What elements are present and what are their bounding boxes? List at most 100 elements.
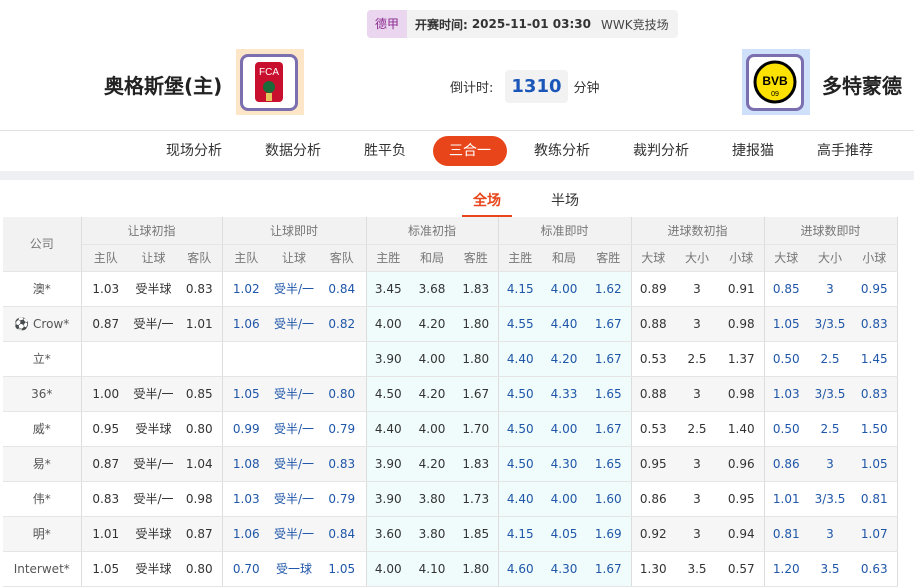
nav-tab[interactable]: 教练分析 [534,143,590,159]
odds-cell: 1.67 [586,411,632,447]
odds-cell [81,341,130,377]
analysis-nav: 现场分析 数据分析 胜平负 三合一 教练分析 裁判分析 捷报猫 高手推荐 [150,136,900,166]
odds-cell: 1.69 [586,516,632,552]
odds-cell: 4.00 [410,341,454,377]
company-cell: 伟* [3,481,82,517]
table-row[interactable]: 立* 3.90 4.00 1.80 4.40 4.20 1.67 0.53 2.5 1.37 0.5… [3,341,898,377]
odds-cell: 0.80 [177,551,223,587]
odds-cell: 0.80 [177,411,223,447]
odds-cell: 0.83 [852,306,898,342]
odds-cell [270,341,318,377]
venue: WWK竞技场 [600,17,669,32]
odds-cell: 0.83 [852,376,898,412]
odds-cell: 0.84 [318,271,367,307]
odds-cell: 3 [675,271,719,307]
nav-tab[interactable]: 高手推荐 [817,143,873,159]
odds-cell: 3 [675,376,719,412]
odds-cell: 受半/一 [130,306,177,342]
odds-cell: 3 [675,481,719,517]
odds-cell: 1.08 [222,446,270,482]
period-tab[interactable]: 全场 [462,190,512,217]
odds-cell: 1.02 [222,271,270,307]
nav-tab[interactable]: 捷报猫 [732,143,774,159]
odds-cell: 1.05 [81,551,130,587]
home-team-logo[interactable]: FCA [236,49,304,115]
sub-header: 小球 [719,244,765,272]
odds-cell: 2.5 [675,341,719,377]
odds-cell: 0.86 [764,446,808,482]
odds-cell: 0.85 [177,376,223,412]
odds-cell: 0.86 [631,481,675,517]
odds-cell: 3 [808,271,852,307]
odds-cell: 0.98 [719,376,765,412]
odds-cell: 受半/一 [270,411,318,447]
odds-cell: 受半/一 [270,376,318,412]
odds-cell: 1.03 [764,376,808,412]
odds-cell: 0.98 [719,306,765,342]
league-badge[interactable]: 德甲 [367,10,408,38]
table-row[interactable]: 伟* 0.83 受半/一 0.98 1.03 受半/一 0.79 3.90 3.80 1.73 4.… [3,481,898,517]
away-team-logo[interactable]: BVB 09 [742,49,810,115]
odds-cell: 0.81 [764,516,808,552]
odds-cell: 0.83 [318,446,367,482]
odds-cell: 受半/一 [270,516,318,552]
sub-header: 主胜 [366,244,410,272]
sub-header: 客胜 [454,244,499,272]
table-row[interactable]: 明* 1.01 受半球 0.87 1.06 受半/一 0.84 3.60 3.80 1.85 4.1… [3,516,898,552]
odds-cell: 1.73 [454,481,499,517]
nav-tab[interactable]: 裁判分析 [633,143,689,159]
company-name: 36* [31,386,53,401]
nav-tab[interactable]: 数据分析 [265,143,321,159]
nav-tab[interactable]: 现场分析 [166,143,222,159]
odds-cell: 1.01 [764,481,808,517]
odds-cell: 3/3.5 [808,306,852,342]
table-row[interactable]: 澳* 1.03 受半球 0.83 1.02 受半/一 0.84 3.45 3.68 1.83 4.1… [3,271,898,307]
period-tab[interactable]: 半场 [551,193,579,209]
away-team-name[interactable]: 多特蒙德 [822,74,902,98]
odds-cell: 1.04 [177,446,223,482]
odds-cell: 1.80 [454,341,499,377]
odds-cell: 0.99 [222,411,270,447]
home-team-name[interactable]: 奥格斯堡(主) [104,74,223,98]
countdown-label: 倒计时: [450,81,494,96]
odds-cell: 1.83 [454,446,499,482]
company-name: 伟* [32,492,51,506]
table-row[interactable]: 易* 0.87 受半/一 1.04 1.08 受半/一 0.83 3.90 4.20 1.83 4.… [3,446,898,482]
company-header: 公司 [3,217,82,272]
odds-cell: 4.20 [542,341,586,377]
odds-cell: 0.92 [631,516,675,552]
odds-cell: 1.65 [586,376,632,412]
odds-cell: 受半/一 [130,481,177,517]
sub-header: 大小 [675,244,719,272]
table-row[interactable]: 威* 0.95 受半球 0.80 0.99 受半/一 0.79 4.40 4.00 1.70 4.5… [3,411,898,447]
table-row[interactable]: Interwet* 1.05 受半球 0.80 0.70 受一球 1.05 4.00 4.10 1… [3,551,898,587]
nav-tab[interactable]: 三合一 [433,136,507,166]
odds-cell: 4.00 [542,481,586,517]
odds-cell: 0.98 [177,481,223,517]
odds-cell: 1.80 [454,306,499,342]
odds-cell: 4.15 [498,271,542,307]
odds-cell [177,341,223,377]
company-name: 澳* [32,282,51,296]
company-cell: ⚽ Crow* [3,306,82,342]
odds-cell: 3/3.5 [808,481,852,517]
period-tabs: 全场 半场 [462,190,618,217]
odds-cell: 受半/一 [270,481,318,517]
odds-cell: 1.60 [586,481,632,517]
table-row[interactable]: ⚽ Crow* 0.87 受半/一 1.01 1.06 受半/一 0.82 4.00 4.20 1… [3,306,898,342]
odds-cell: 1.67 [586,306,632,342]
odds-cell: 受半/一 [130,376,177,412]
odds-cell: 0.87 [81,306,130,342]
odds-cell: 0.63 [852,551,898,587]
odds-cell: 1.05 [222,376,270,412]
odds-cell: 受半/一 [130,446,177,482]
group-header: 让球初指 [81,217,223,245]
nav-tab[interactable]: 胜平负 [364,143,406,159]
odds-cell [222,341,270,377]
sub-header: 让球 [130,244,177,272]
svg-text:BVB: BVB [762,74,788,88]
odds-cell: 0.95 [81,411,130,447]
odds-cell: 0.82 [318,306,367,342]
odds-cell: 0.95 [852,271,898,307]
table-row[interactable]: 36* 1.00 受半/一 0.85 1.05 受半/一 0.80 4.50 4.20 1.67 4… [3,376,898,412]
